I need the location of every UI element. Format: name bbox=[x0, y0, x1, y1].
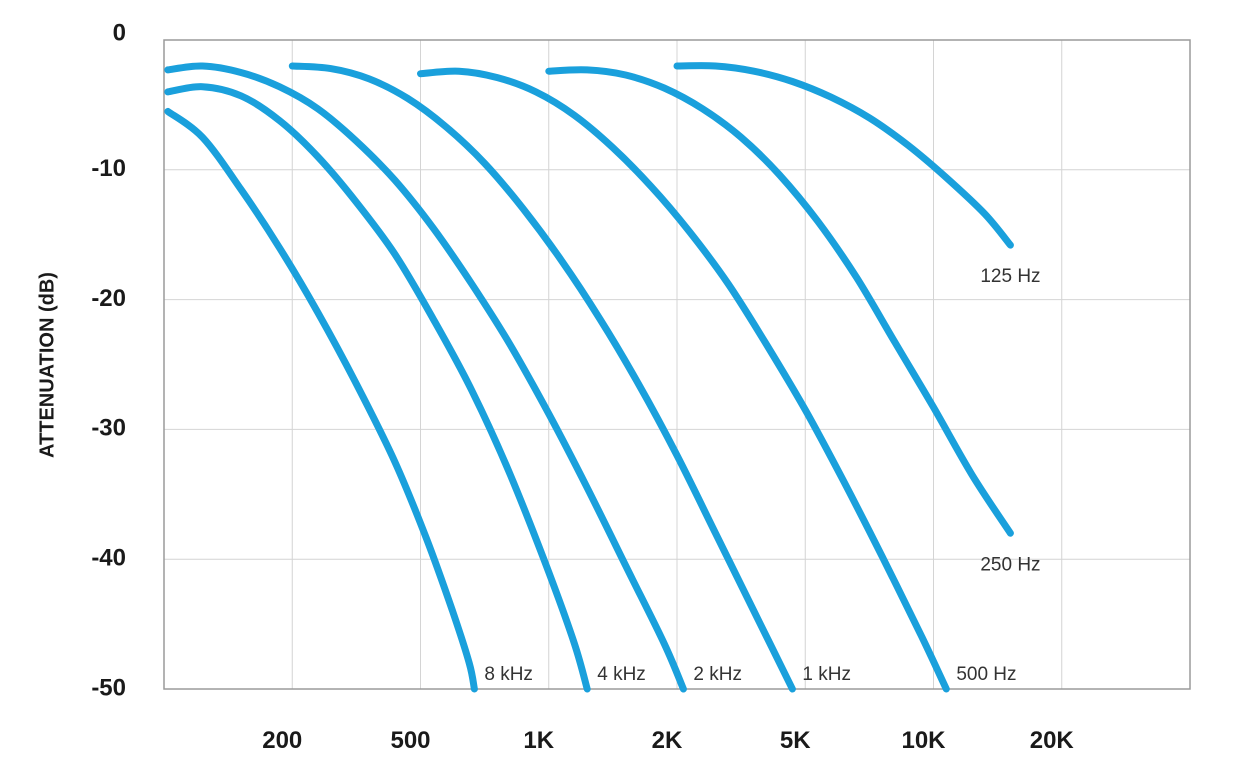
grid bbox=[164, 40, 1190, 689]
y-tick-label: 0 bbox=[113, 19, 126, 46]
y-axis-label: ATTENUATION (dB) bbox=[36, 272, 58, 458]
curve-250-hz bbox=[545, 66, 1014, 537]
series-labels: 8 kHz 4 kHz 2 kHz 1 kHz 500 Hz 250 Hz 125 Hz bbox=[484, 266, 1040, 685]
x-tick-label: 1K bbox=[523, 727, 554, 754]
plot-frame bbox=[163, 39, 1191, 690]
y-tick-label: -40 bbox=[91, 545, 126, 572]
x-tick-label: 10K bbox=[901, 727, 946, 754]
series-label-8-khz: 8 kHz bbox=[484, 664, 533, 685]
series-label-2-khz: 2 kHz bbox=[693, 664, 742, 685]
x-tick-label: 500 bbox=[390, 727, 430, 754]
y-tick-label: -10 bbox=[91, 155, 126, 182]
curve-1-khz bbox=[288, 62, 796, 693]
series-label-250-hz: 250 Hz bbox=[980, 554, 1040, 575]
x-tick-label: 5K bbox=[780, 727, 811, 754]
series-label-125-hz: 125 Hz bbox=[980, 266, 1040, 287]
x-tick-label: 20K bbox=[1030, 727, 1075, 754]
y-tick-label: -30 bbox=[91, 415, 126, 442]
curves bbox=[164, 62, 1014, 693]
curve-500-hz bbox=[417, 67, 950, 693]
y-tick-label: -20 bbox=[91, 285, 126, 312]
series-label-1-khz: 1 kHz bbox=[802, 664, 851, 685]
series-label-500-hz: 500 Hz bbox=[956, 664, 1016, 685]
series-label-4-khz: 4 kHz bbox=[597, 664, 646, 685]
x-axis-ticks: 200 500 1K 2K 5K 10K 20K bbox=[262, 727, 1074, 754]
curve-125-hz bbox=[673, 62, 1014, 249]
curve-2-khz bbox=[164, 62, 687, 693]
x-tick-label: 2K bbox=[652, 727, 683, 754]
y-axis-ticks: 0 -10 -20 -30 -40 -50 bbox=[91, 19, 126, 701]
y-tick-label: -50 bbox=[91, 674, 126, 701]
x-tick-label: 200 bbox=[262, 727, 302, 754]
curve-8-khz bbox=[164, 107, 478, 693]
curve-4-khz bbox=[164, 83, 591, 693]
